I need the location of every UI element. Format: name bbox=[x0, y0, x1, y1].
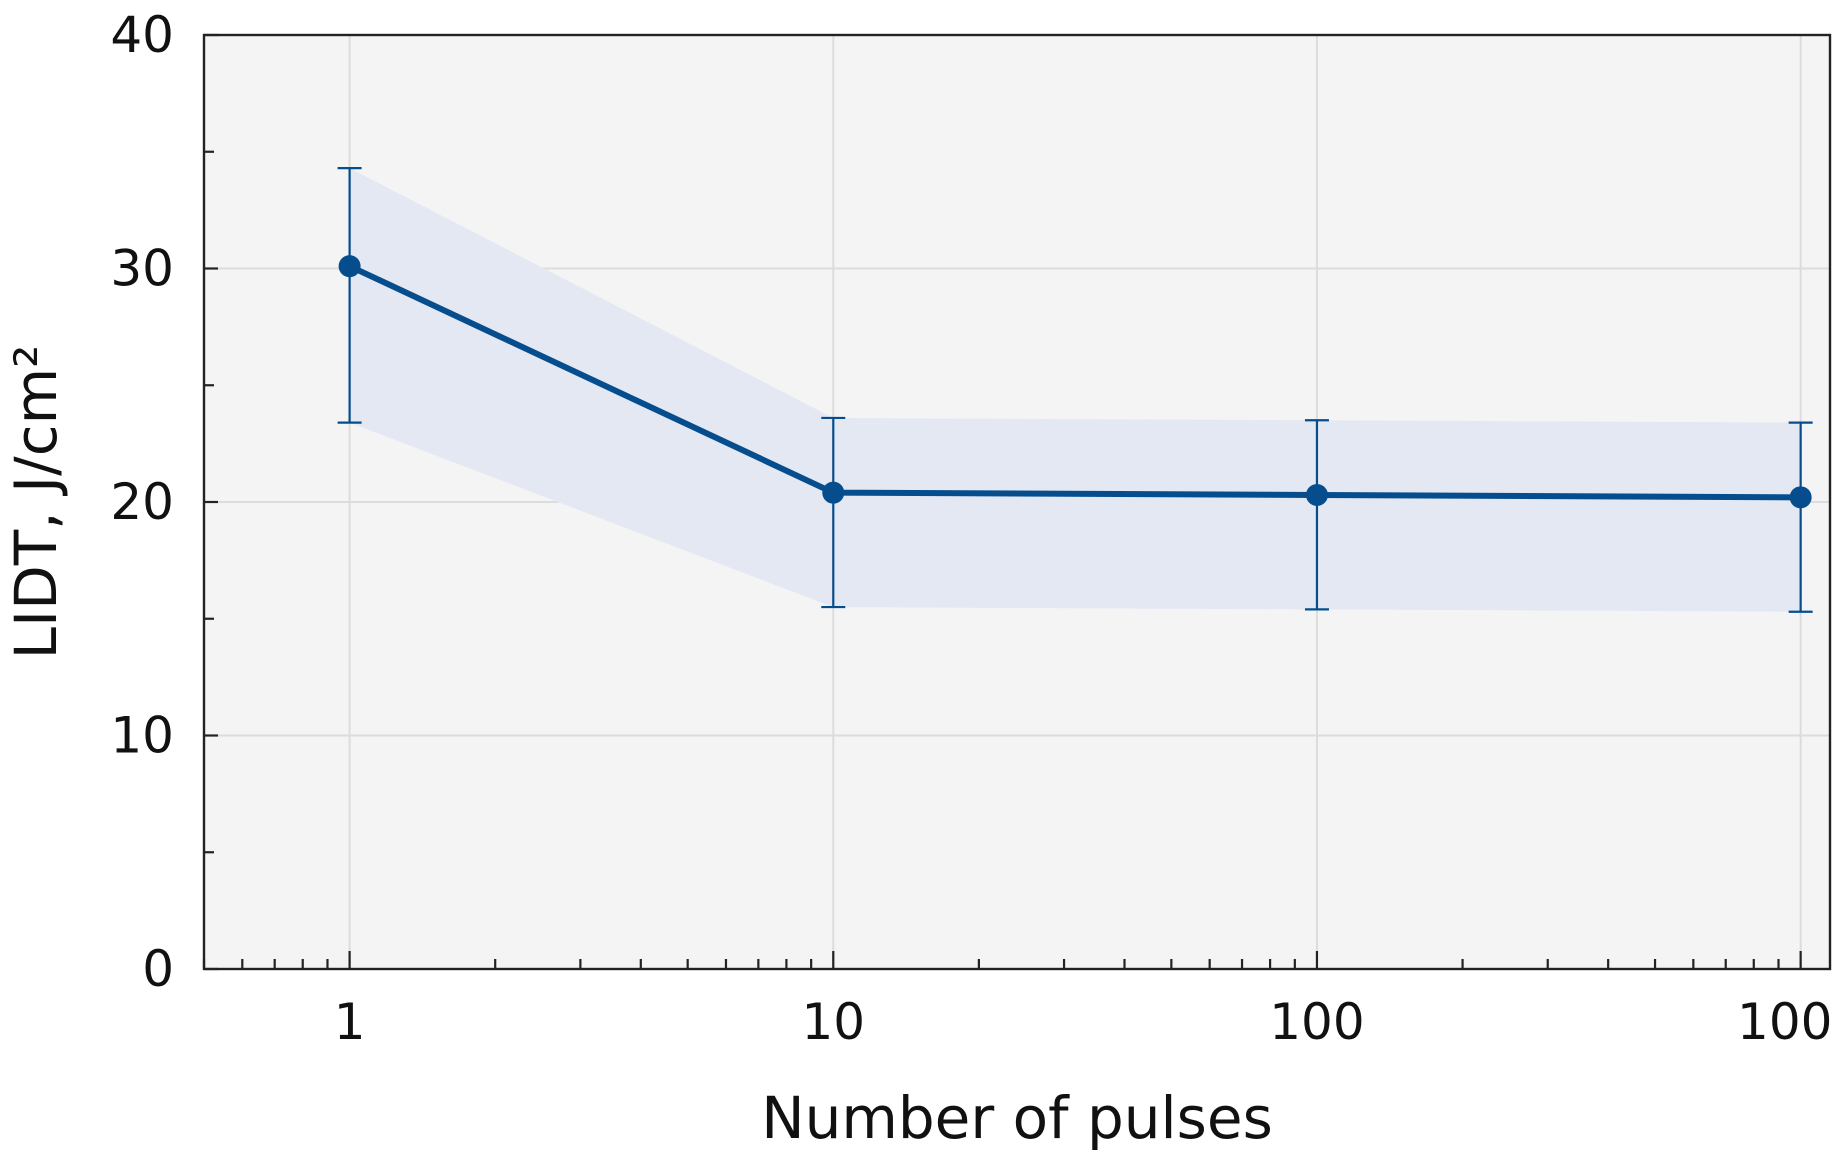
confidence-band-layer bbox=[349, 168, 1801, 612]
data-point-2 bbox=[1305, 483, 1328, 506]
y-tick-label-0: 0 bbox=[142, 940, 174, 998]
y-tick-label-2: 20 bbox=[110, 473, 174, 531]
x-axis-label: Number of pulses bbox=[761, 1084, 1273, 1152]
series-line-layer bbox=[346, 263, 1804, 501]
data-point-0 bbox=[338, 255, 361, 278]
y-tick-label-1: 10 bbox=[110, 707, 174, 765]
series-line bbox=[346, 263, 1804, 501]
data-point-1 bbox=[822, 481, 845, 504]
data-point-3 bbox=[1789, 486, 1812, 509]
error-bars bbox=[337, 166, 1813, 613]
error-bar-2 bbox=[1304, 419, 1329, 611]
error-bar-3 bbox=[1788, 421, 1813, 613]
confidence-band bbox=[349, 168, 1801, 612]
x-tick-label-0: 1 bbox=[334, 993, 366, 1051]
y-axis-label: LIDT, J/cm² bbox=[2, 345, 70, 660]
x-tick-label-1: 10 bbox=[801, 993, 865, 1051]
axis-ticks bbox=[202, 33, 1802, 971]
data-points bbox=[338, 255, 1812, 509]
y-tick-label-3: 30 bbox=[110, 240, 174, 298]
y-tick-label-4: 40 bbox=[110, 6, 174, 64]
error-bar-0 bbox=[337, 166, 362, 424]
x-tick-label-2: 100 bbox=[1269, 993, 1364, 1051]
error-bar-1 bbox=[821, 416, 846, 609]
